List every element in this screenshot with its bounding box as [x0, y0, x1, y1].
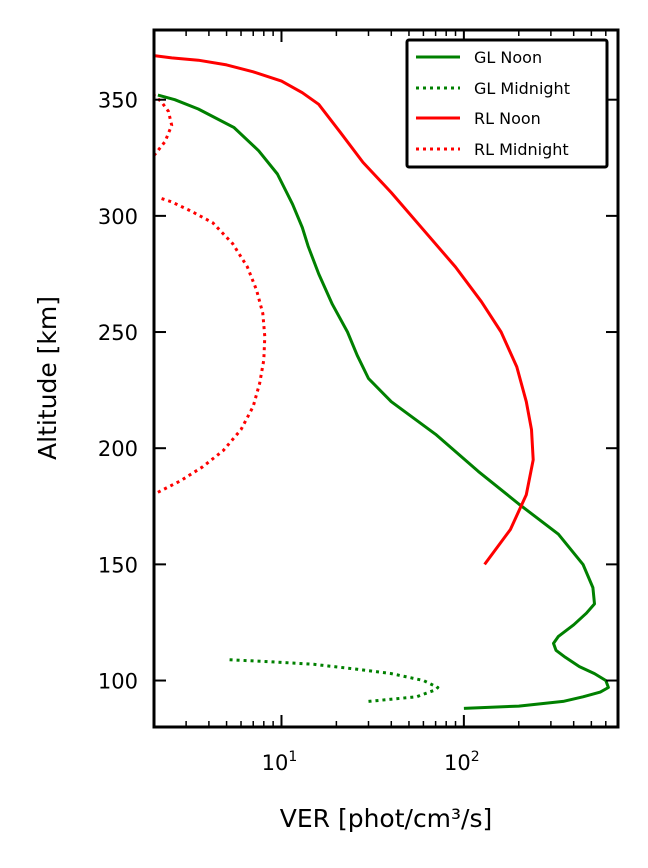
- legend-label-gl-midnight: GL Midnight: [474, 79, 570, 98]
- legend-label-rl-midnight: RL Midnight: [474, 140, 569, 159]
- series-line-gl-midnight: [226, 658, 440, 703]
- series-layer: [154, 54, 610, 710]
- y-tick-label: 300: [98, 205, 138, 229]
- y-axis-label: Altitude [km]: [33, 296, 62, 460]
- plot-frame: [152, 28, 620, 729]
- legend-label-rl-noon: RL Noon: [474, 109, 541, 128]
- legend-label-gl-noon: GL Noon: [474, 48, 542, 67]
- y-tick-label: 250: [98, 321, 138, 345]
- y-tick-label: 100: [98, 670, 138, 694]
- y-tick-label: 150: [98, 553, 138, 577]
- x-tick-label: 102: [444, 749, 480, 775]
- y-tick-label: 350: [98, 89, 138, 113]
- legend: GL Noon GL Midnight RL Noon RL Midnight: [405, 38, 609, 169]
- series-line-rl-noon: [154, 54, 535, 566]
- tick-layer: 100 150 200 250 300 350 101 102: [98, 30, 619, 775]
- series-line-rl-midnight: [157, 195, 267, 494]
- y-tick-label: 200: [98, 437, 138, 461]
- series-line-rl-midnight-upper: [154, 93, 174, 157]
- x-tick-label: 101: [262, 749, 298, 775]
- x-axis-label: VER [phot/cm³/s]: [280, 804, 493, 833]
- series-line-gl-noon: [157, 93, 610, 710]
- legend-box: [405, 38, 609, 169]
